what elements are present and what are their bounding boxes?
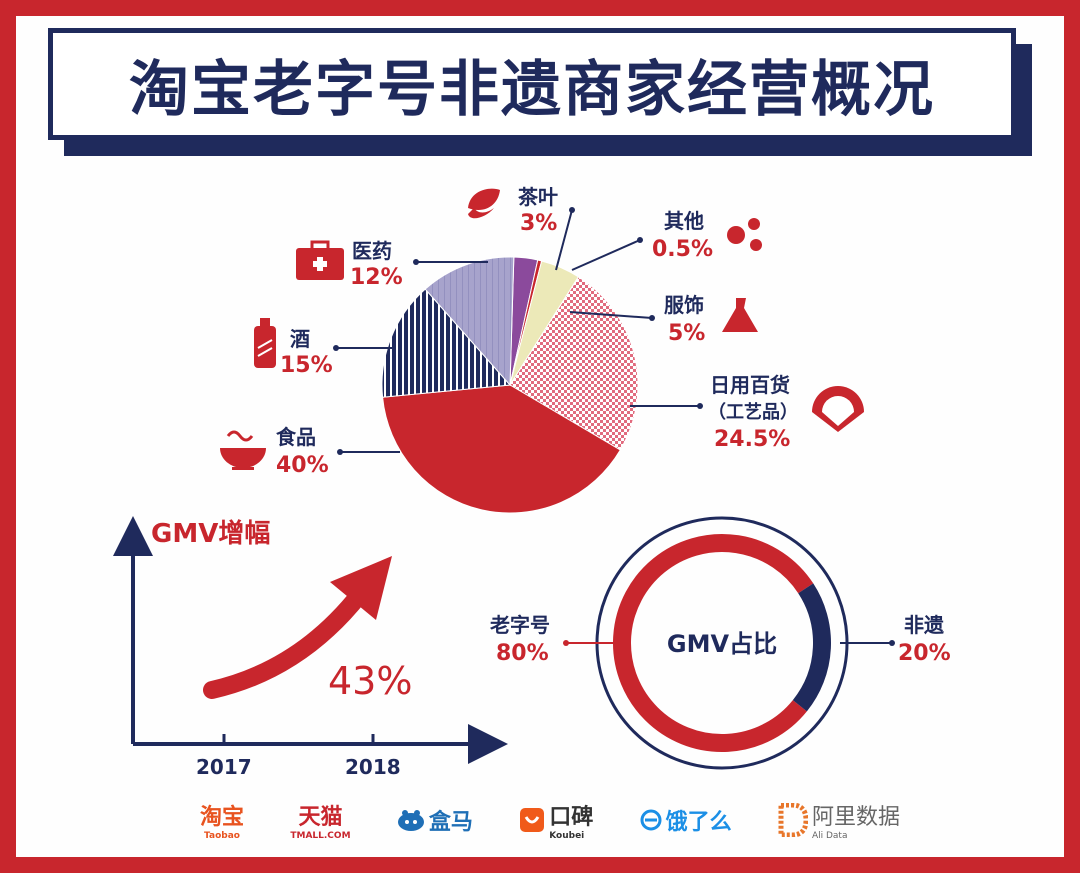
- logo-tmall-name: 天猫: [298, 805, 343, 830]
- sublabel-daily: （工艺品）: [708, 401, 798, 423]
- logo-hema-name: 盒马: [428, 810, 473, 835]
- gmv-growth-chart: GMV增幅 2017 2018 43%: [113, 516, 508, 779]
- value-medicine: 12%: [350, 265, 403, 290]
- gmv-growth-title: GMV增幅: [151, 518, 270, 549]
- logo-koubei: 口碑 Koubei: [519, 799, 593, 841]
- value-tea: 3%: [520, 211, 557, 236]
- donut-center-label: GMV占比: [667, 630, 777, 658]
- label-medicine: 医药: [352, 239, 392, 263]
- pie-slice-food: [382, 384, 621, 514]
- title-box: 淘宝老字号非遗商家经营概况: [48, 28, 1016, 140]
- label-liquor: 酒: [290, 327, 310, 351]
- logo-tmall-sub: TMALL.COM: [290, 831, 351, 841]
- logo-koubei-sub: Koubei: [549, 831, 585, 841]
- category-pie-chart: [381, 256, 639, 514]
- logo-taobao: 淘宝 Taobao: [200, 799, 244, 841]
- label-tea: 茶叶: [518, 185, 558, 209]
- logo-eleme: 饿了么: [640, 804, 732, 836]
- logo-alidata-sub: Ali Data: [811, 831, 848, 841]
- slice-label-liquor: 酒 15%: [254, 318, 392, 378]
- slice-label-other: 其他 0.5%: [571, 209, 762, 271]
- eleme-icon: [640, 809, 662, 831]
- tick-2017: 2017: [196, 755, 252, 779]
- logo-hema: 盒马: [397, 804, 473, 836]
- value-clothing: 5%: [668, 321, 705, 346]
- value-daily: 24.5%: [714, 427, 790, 452]
- logo-taobao-sub: Taobao: [204, 831, 240, 841]
- slice-label-tea: 茶叶 3%: [468, 185, 575, 271]
- growth-value: 43%: [328, 659, 412, 703]
- label-laozihao: 老字号: [490, 613, 550, 637]
- logo-alidata-name: 阿里数据: [811, 805, 900, 830]
- slice-label-daily: 日用百货 （工艺品） 24.5%: [630, 373, 864, 452]
- alidata-d-icon: [778, 803, 808, 837]
- value-liquor: 15%: [280, 353, 333, 378]
- label-clothing: 服饰: [664, 293, 704, 317]
- pie-labels: 茶叶 3% 其他 0.5% 服饰 5% 日用百货: [220, 185, 864, 478]
- growth-arrow: [203, 585, 369, 699]
- pie-slice-liquor: [381, 288, 512, 398]
- dress-icon: [722, 298, 758, 332]
- logo-tmall: 天猫 TMALL.COM: [290, 799, 350, 841]
- logo-koubei-name: 口碑: [549, 805, 594, 830]
- value-food: 40%: [276, 453, 329, 478]
- donut-arc-feiyi: [792, 583, 831, 712]
- hippo-icon: [397, 810, 424, 831]
- value-laozihao: 80%: [496, 641, 549, 666]
- pie-slice-daily: [509, 276, 639, 451]
- medkit-icon: [296, 240, 344, 280]
- logo-eleme-name: 饿了么: [665, 810, 732, 835]
- growth-arrowhead: [330, 556, 392, 620]
- bowl-icon: [220, 430, 266, 470]
- gmv-share-donut: GMV占比 老字号 80% 非遗 20%: [490, 516, 951, 770]
- slice-label-medicine: 医药 12%: [296, 239, 488, 290]
- bottle-icon: [254, 318, 276, 368]
- label-food: 食品: [276, 425, 316, 449]
- label-feiyi: 非遗: [904, 613, 944, 637]
- footer-logos: 淘宝 Taobao 天猫 TMALL.COM 盒马 口碑 Koubei 饿了么 …: [200, 796, 900, 844]
- label-other: 其他: [664, 209, 704, 233]
- logo-taobao-name: 淘宝: [200, 805, 245, 830]
- fan-icon: [812, 386, 864, 432]
- koubei-smile-icon: [520, 808, 545, 832]
- slice-label-clothing: 服饰 5%: [569, 293, 758, 346]
- dots-icon: [727, 218, 762, 251]
- tea-leaf-icon: [468, 188, 500, 219]
- pie-slice-medicine: [424, 256, 515, 387]
- value-other: 0.5%: [652, 237, 713, 262]
- value-feiyi: 20%: [898, 641, 951, 666]
- logo-alidata: 阿里数据 Ali Data: [778, 799, 900, 841]
- page-title: 淘宝老字号非遗商家经营概况: [129, 54, 935, 125]
- tick-2018: 2018: [345, 755, 401, 779]
- label-daily: 日用百货: [710, 373, 790, 397]
- donut-arc-laozihao: [613, 534, 814, 752]
- slice-label-food: 食品 40%: [220, 425, 400, 478]
